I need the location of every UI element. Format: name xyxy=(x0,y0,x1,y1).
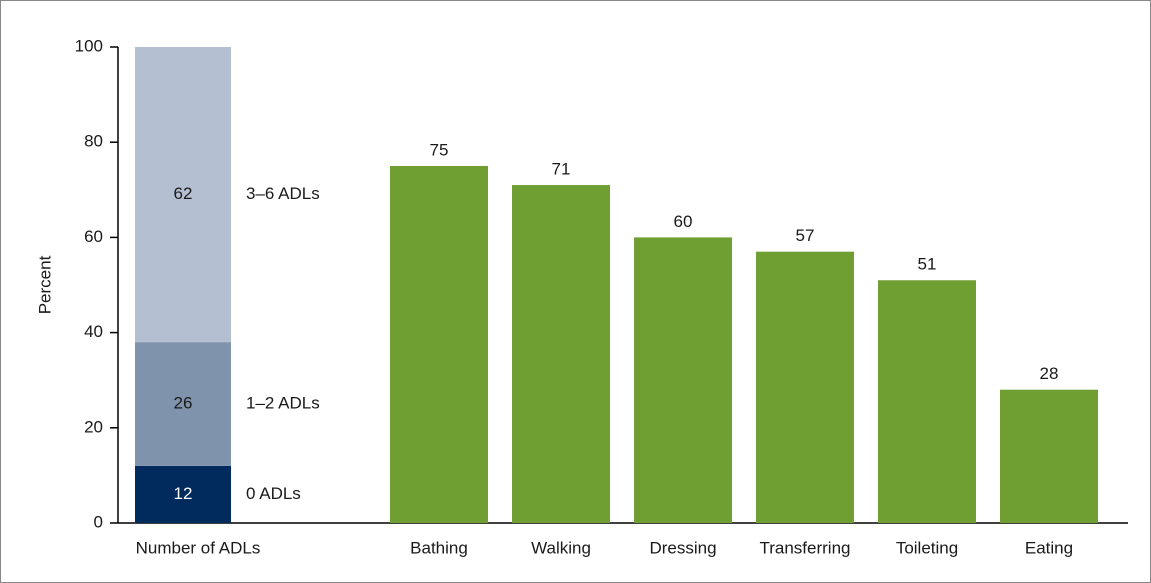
x-tick-label: Walking xyxy=(531,538,591,557)
stack-segment xyxy=(135,342,231,466)
segment-name-label: 0 ADLs xyxy=(246,484,301,503)
value-label: 57 xyxy=(796,226,815,245)
y-tick-label: 80 xyxy=(84,132,103,151)
bar xyxy=(878,280,976,523)
value-label: 60 xyxy=(674,212,693,231)
value-label: 28 xyxy=(1040,364,1059,383)
value-label: 75 xyxy=(430,140,449,159)
y-tick-label: 0 xyxy=(94,512,103,531)
y-tick-label: 40 xyxy=(84,322,103,341)
y-axis-label: Percent xyxy=(35,255,54,314)
bar xyxy=(1000,389,1098,523)
bar xyxy=(512,185,610,524)
segment-name-label: 1–2 ADLs xyxy=(246,393,320,412)
x-tick-label: Bathing xyxy=(410,538,468,557)
bar xyxy=(634,237,732,523)
segment-value-label: 62 xyxy=(174,184,193,203)
bar xyxy=(756,251,854,523)
x-tick-label: Eating xyxy=(1025,538,1073,557)
segment-value-label: 26 xyxy=(174,393,193,412)
segment-value-label: 12 xyxy=(174,484,193,503)
x-tick-label: Transferring xyxy=(759,538,850,557)
x-tick-label: Dressing xyxy=(649,538,716,557)
segment-name-label: 3–6 ADLs xyxy=(246,184,320,203)
y-tick-label: 20 xyxy=(84,417,103,436)
y-tick-label: 60 xyxy=(84,227,103,246)
bar xyxy=(390,166,488,523)
x-tick-label: Toileting xyxy=(896,538,958,557)
x-tick-label: Number of ADLs xyxy=(136,538,261,557)
y-tick-label: 100 xyxy=(75,36,103,55)
value-label: 51 xyxy=(918,255,937,274)
value-label: 71 xyxy=(552,160,571,179)
stack-segment xyxy=(135,47,231,343)
stack-segment xyxy=(135,465,231,523)
